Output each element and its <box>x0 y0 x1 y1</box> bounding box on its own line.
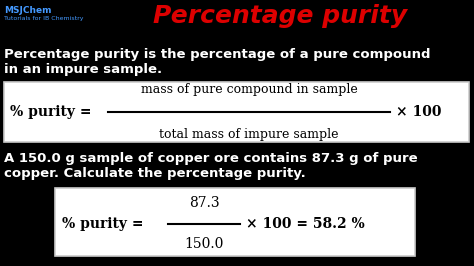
Text: A 150.0 g sample of copper ore contains 87.3 g of pure: A 150.0 g sample of copper ore contains … <box>4 152 418 165</box>
Text: % purity =: % purity = <box>10 105 96 119</box>
Text: Tutorials for IB Chemistry: Tutorials for IB Chemistry <box>4 16 83 21</box>
Text: in an impure sample.: in an impure sample. <box>4 63 162 76</box>
Text: × 100 = 58.2 %: × 100 = 58.2 % <box>246 217 365 231</box>
Text: Percentage purity: Percentage purity <box>153 4 407 28</box>
Text: × 100: × 100 <box>396 105 441 119</box>
Text: MSJChem: MSJChem <box>4 6 52 15</box>
Text: 87.3: 87.3 <box>189 196 219 210</box>
Text: copper. Calculate the percentage purity.: copper. Calculate the percentage purity. <box>4 167 306 180</box>
FancyBboxPatch shape <box>4 82 469 142</box>
Text: % purity =: % purity = <box>62 217 148 231</box>
Text: Percentage purity is the percentage of a pure compound: Percentage purity is the percentage of a… <box>4 48 430 61</box>
Text: total mass of impure sample: total mass of impure sample <box>159 128 339 141</box>
Text: mass of pure compound in sample: mass of pure compound in sample <box>141 83 357 96</box>
Text: 150.0: 150.0 <box>184 237 224 251</box>
FancyBboxPatch shape <box>55 188 415 256</box>
